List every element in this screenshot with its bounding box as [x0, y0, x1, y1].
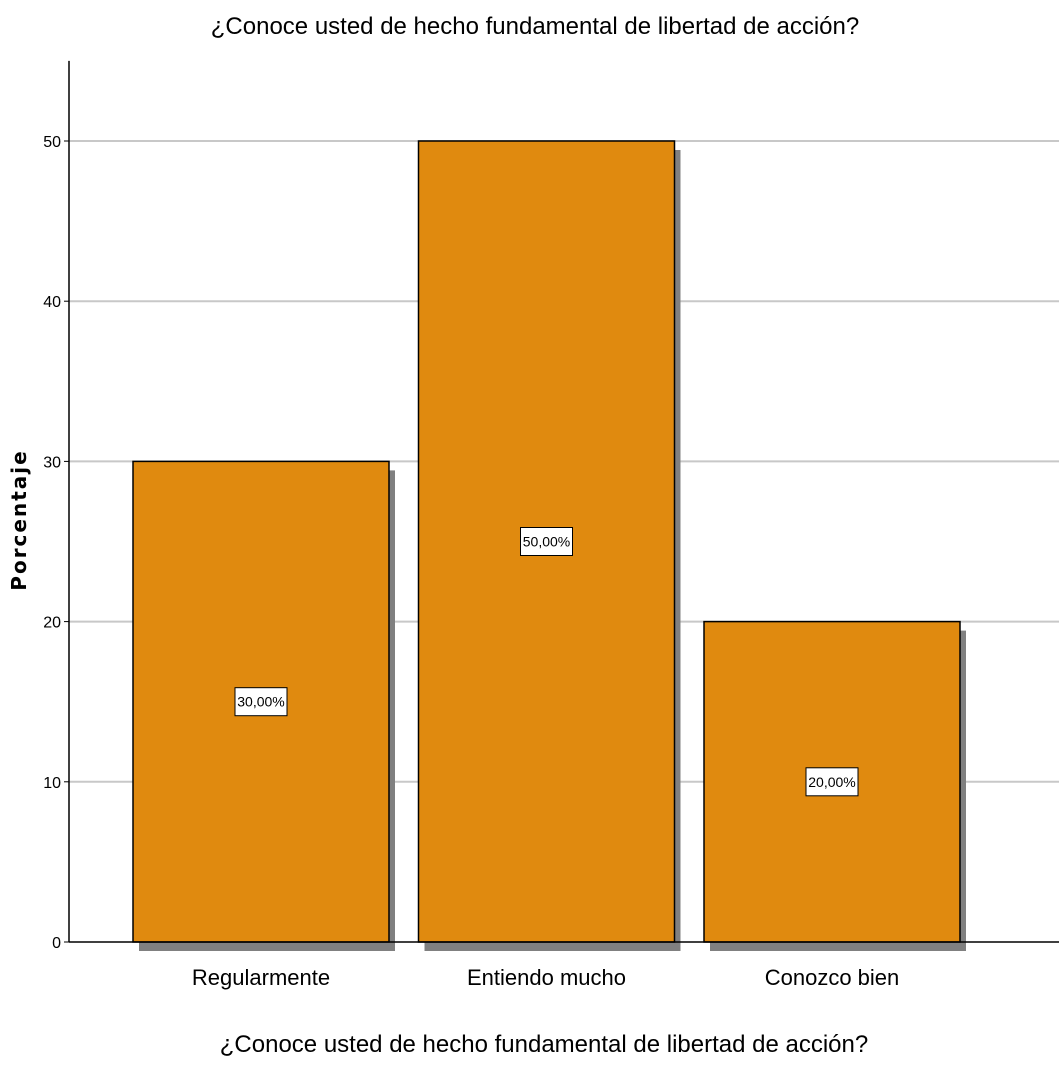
x-tick-label: Entiendo mucho [467, 965, 626, 990]
y-tick-labels: 0 10 20 30 40 50 [43, 134, 69, 952]
y-axis-label: Porcentaje [7, 449, 31, 590]
y-tick-label: 10 [43, 775, 61, 792]
axes [68, 60, 1059, 943]
x-tick-label: Regularmente [192, 965, 330, 990]
y-tick-label: 20 [43, 615, 61, 632]
x-category-labels: Regularmente Entiendo mucho Conozco bien [192, 965, 899, 990]
chart-title: ¿Conoce usted de hecho fundamental de li… [211, 13, 859, 40]
data-label-box [234, 687, 288, 717]
data-labels: 30,00% 50,00% 20,00% [234, 527, 859, 797]
data-label-box [520, 527, 573, 556]
y-tick-label: 30 [43, 454, 61, 471]
y-tick-label: 50 [43, 134, 61, 151]
data-label: 20,00% [808, 774, 855, 790]
y-tick-label: 40 [43, 294, 61, 311]
x-axis-label: ¿Conoce usted de hecho fundamental de li… [220, 1031, 868, 1058]
y-tick-label: 0 [52, 935, 61, 952]
data-label: 50,00% [523, 534, 570, 550]
data-label-box [805, 767, 859, 797]
data-label: 30,00% [237, 694, 284, 710]
x-tick-label: Conozco bien [765, 965, 900, 990]
